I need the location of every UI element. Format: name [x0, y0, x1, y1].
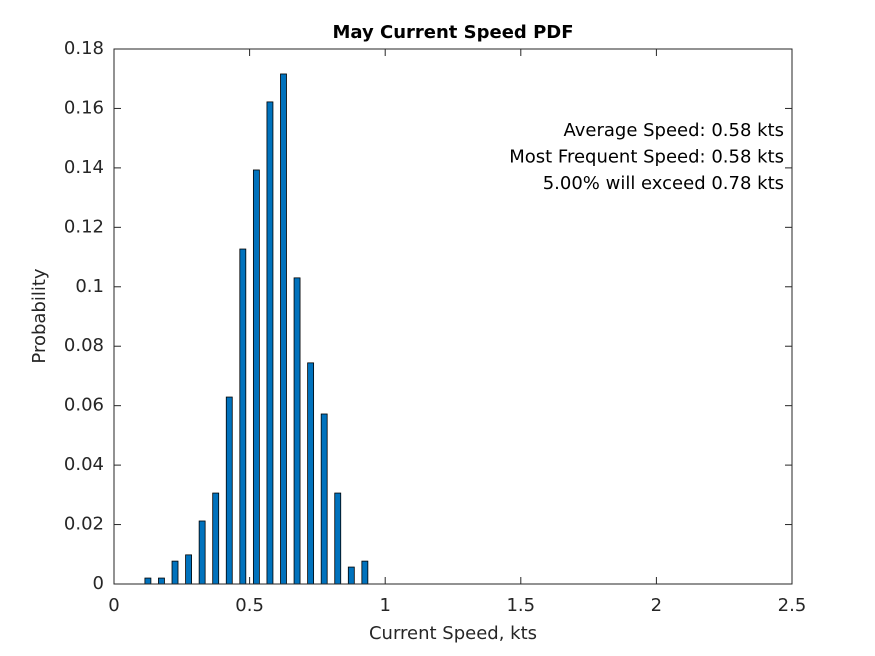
x-tick-label: 1.5: [506, 595, 535, 616]
chart-title: May Current Speed PDF: [332, 22, 573, 43]
bar: [361, 560, 369, 585]
bar: [266, 101, 274, 585]
y-tick-label: 0.06: [64, 395, 104, 416]
bar: [293, 277, 301, 585]
bar: [334, 492, 342, 585]
bar: [252, 169, 260, 585]
y-tick-label: 0.18: [64, 38, 104, 59]
bar: [280, 73, 287, 585]
y-tick-label: 0.08: [64, 335, 104, 356]
y-tick-label: 0: [93, 573, 104, 594]
y-tick-label: 0.14: [64, 157, 104, 178]
axes-box: [113, 48, 793, 585]
bar: [320, 413, 328, 585]
x-tick-label: 0: [108, 595, 119, 616]
y-axis-label: Probability: [29, 268, 50, 363]
bar: [239, 248, 247, 585]
x-tick-label: 0.5: [235, 595, 264, 616]
bar: [198, 520, 206, 585]
bar: [185, 554, 192, 585]
y-tick-label: 0.02: [64, 514, 104, 535]
x-tick-label: 2.5: [778, 595, 807, 616]
bar: [225, 396, 233, 585]
x-axis-label: Current Speed, kts: [369, 623, 537, 644]
bar: [307, 362, 315, 585]
y-tick-label: 0.1: [75, 276, 104, 297]
annotation: Average Speed: 0.58 kts: [563, 120, 784, 141]
y-tick-label: 0.04: [64, 454, 104, 475]
bar: [347, 566, 355, 585]
y-tick-label: 0.12: [64, 216, 104, 237]
bar: [212, 492, 220, 585]
x-tick-label: 1: [379, 595, 390, 616]
bar: [158, 577, 165, 585]
bar: [144, 577, 152, 585]
y-tick-label: 0.16: [64, 97, 104, 118]
annotation: 5.00% will exceed 0.78 kts: [543, 173, 784, 194]
bar: [171, 560, 179, 585]
x-tick-label: 2: [651, 595, 662, 616]
annotation: Most Frequent Speed: 0.58 kts: [509, 147, 784, 168]
